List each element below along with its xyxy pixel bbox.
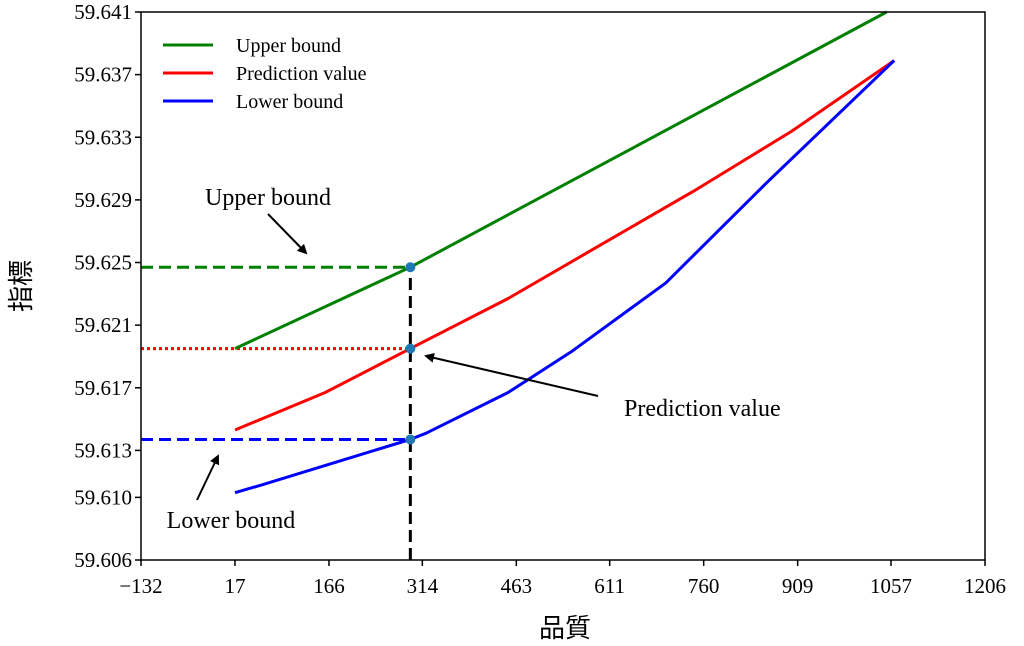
annotation-arrow-lower	[196, 454, 220, 501]
legend-label-1: Prediction value	[236, 63, 367, 85]
intersection-markers	[405, 262, 416, 445]
y-tick-label: 59.637	[74, 63, 132, 87]
x-tick-label: 463	[501, 574, 533, 598]
plot-frame	[140, 11, 986, 561]
legend: Upper bound Prediction value Lower bound	[163, 35, 367, 113]
x-axis-label: 品質	[539, 614, 591, 643]
x-tick-label: 611	[594, 574, 625, 598]
annotation-prediction-value: Prediction value	[624, 396, 781, 422]
reference-lines	[141, 265, 412, 560]
series-line-2	[234, 59, 896, 495]
y-tick-label: 59.617	[74, 376, 132, 400]
legend-label-0: Upper bound	[236, 35, 341, 57]
x-tick-label: 17	[224, 574, 245, 598]
intersection-marker-2	[405, 434, 416, 445]
intersection-marker-1	[405, 343, 416, 354]
annotation-arrow-upper	[267, 213, 308, 255]
annotation-arrow-prediction	[424, 352, 599, 397]
x-tick-label: 166	[313, 574, 345, 598]
y-tick-label: 59.613	[74, 438, 132, 462]
annotation-lower-bound: Lower bound	[167, 508, 296, 534]
y-axis-label: 指標	[7, 260, 36, 312]
annotations: Upper bound Prediction value Lower bound	[167, 185, 781, 534]
y-tick-label: 59.625	[74, 251, 132, 275]
y-tick-label: 59.633	[74, 125, 132, 149]
x-tick-label: −132	[119, 574, 162, 598]
annotation-upper-bound: Upper bound	[205, 185, 331, 211]
series-line-1	[234, 59, 896, 432]
y-tick-label: 59.610	[74, 485, 132, 509]
x-tick-label: 314	[407, 574, 439, 598]
y-tick-label: 59.621	[74, 313, 132, 337]
x-tick-label: 760	[688, 574, 720, 598]
x-tick-label: 1206	[964, 574, 1006, 598]
axis-ticks: −132 17 166 314 463 611 760 909 1057 1206 59.606 59…	[74, 0, 1006, 598]
y-tick-label: 59.606	[74, 548, 132, 572]
y-tick-label: 59.629	[74, 188, 132, 212]
y-tick-label: 59.641	[74, 0, 132, 24]
x-tick-label: 909	[782, 574, 814, 598]
intersection-marker-0	[405, 262, 416, 273]
x-tick-label: 1057	[870, 574, 912, 598]
legend-label-2: Lower bound	[236, 91, 343, 113]
